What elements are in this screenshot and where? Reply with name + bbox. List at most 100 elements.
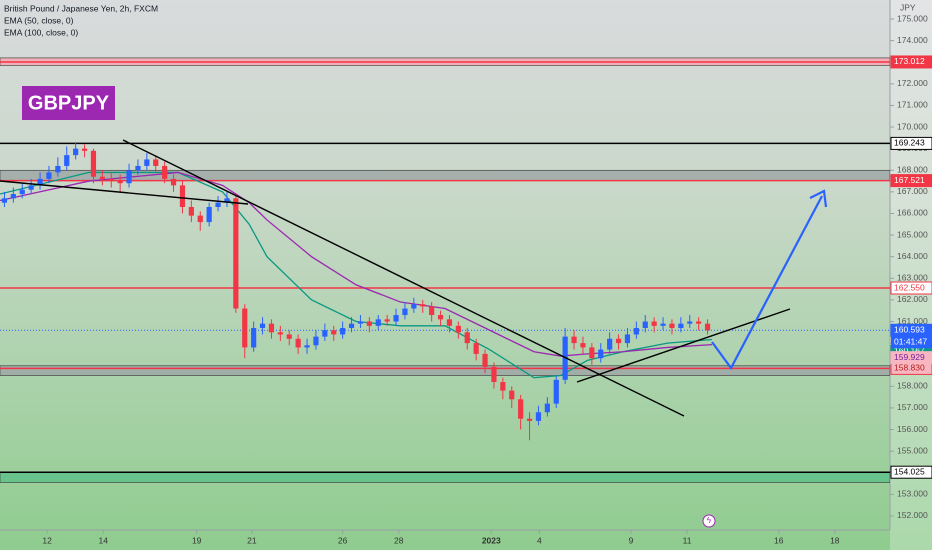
candle-body [615,338,622,344]
event-icon[interactable] [702,514,716,528]
candle-body [607,338,613,350]
level-label-bg [890,174,932,188]
candle-body [669,323,675,328]
candle-body [108,178,114,182]
candle-body [90,150,97,177]
candle-body [696,321,702,324]
candle-body [509,390,515,400]
indicator-legend: EMA (100, close, 0) [4,27,78,37]
candle-body [73,148,79,156]
candle-body [642,321,648,328]
candle-body [384,319,390,322]
candle-body [553,379,559,404]
candle-body [162,165,168,179]
candle-body [580,343,586,348]
candle-body [99,176,105,179]
candle-body [660,323,666,326]
y-tick-label: 171.000 [897,100,928,110]
x-tick-label: 4 [537,535,542,545]
candle-body [526,418,533,421]
trend-line [576,308,791,383]
price-label-bg [890,351,932,365]
candle-body [393,315,399,322]
candle-body [437,315,444,320]
price-axis [890,0,932,550]
candle-body [491,366,497,382]
candle-body [144,159,150,166]
candle-body [420,304,426,307]
candle-body [482,353,488,367]
candle-body [188,206,194,216]
candle-body [126,170,132,184]
candle-body [295,338,301,348]
level-label-bg [890,136,932,150]
x-tick-label: 11 [683,535,692,545]
candle-body [598,349,604,359]
y-tick-label: 165.000 [897,229,928,239]
candle-body [206,206,212,223]
candle-body [233,198,239,309]
x-tick-label: 9 [629,535,634,545]
trend-line [122,139,685,417]
level-label: 162.550 [894,282,925,292]
y-tick-label: 153.000 [897,489,928,499]
candle-body [224,198,230,203]
candle-body [429,306,435,316]
drawings [0,139,828,417]
x-tick-label: 21 [247,535,257,545]
candle-body [242,308,248,348]
candle-body [28,185,34,190]
candle-body [251,327,257,348]
countdown: 01:41:47 [894,337,927,347]
candle-body [286,334,292,339]
candle-body [366,321,372,326]
arrow-head [809,189,828,208]
y-tick-label: 162.000 [897,294,928,304]
x-tick-label: 16 [774,535,784,545]
y-tick-label: 174.000 [897,35,928,45]
candle-body [500,381,506,391]
candle-body [678,323,684,328]
y-tick-label: 166.000 [897,208,928,218]
candle-body [313,336,319,346]
candle-body [402,308,408,316]
candle-body [348,323,355,328]
y-tick-label: 157.000 [897,402,928,412]
candle-body [331,330,337,335]
candle-body [704,323,711,331]
projection-arrow [711,195,823,371]
level-label-bg [890,281,932,295]
y-tick-label: 158.000 [897,381,928,391]
x-tick-label: 14 [99,535,109,545]
symbol-label: GBPJPY [28,92,110,114]
x-tick-label: 19 [192,535,202,545]
x-tick-label: 2023 [482,535,501,545]
candle-body [153,159,159,166]
candle-body [455,325,461,333]
candle-body [10,194,16,199]
candle-body [544,403,550,413]
candle-body [651,321,657,326]
y-tick-label: 152.000 [897,510,928,520]
candle-body [687,321,693,324]
plot [0,57,890,483]
candle-body [55,165,61,173]
price-label: 160.167 [894,346,925,356]
candle-body [19,189,25,195]
currency-label: JPY [900,2,916,12]
candle-body [304,345,310,348]
candle-body [633,327,639,335]
x-tick-label: 18 [830,535,840,545]
zone [0,471,890,483]
y-tick-label: 175.000 [897,13,928,23]
candle-body [464,332,470,344]
event-icon-glyph: ϟ [707,516,712,525]
candle-body [340,327,346,335]
candle-body [1,198,8,203]
level-label-bg [890,55,932,69]
candle-body [117,181,123,184]
indicator-legend: EMA (50, close, 0) [4,15,74,25]
candle-body [259,323,266,328]
zone [0,365,890,376]
